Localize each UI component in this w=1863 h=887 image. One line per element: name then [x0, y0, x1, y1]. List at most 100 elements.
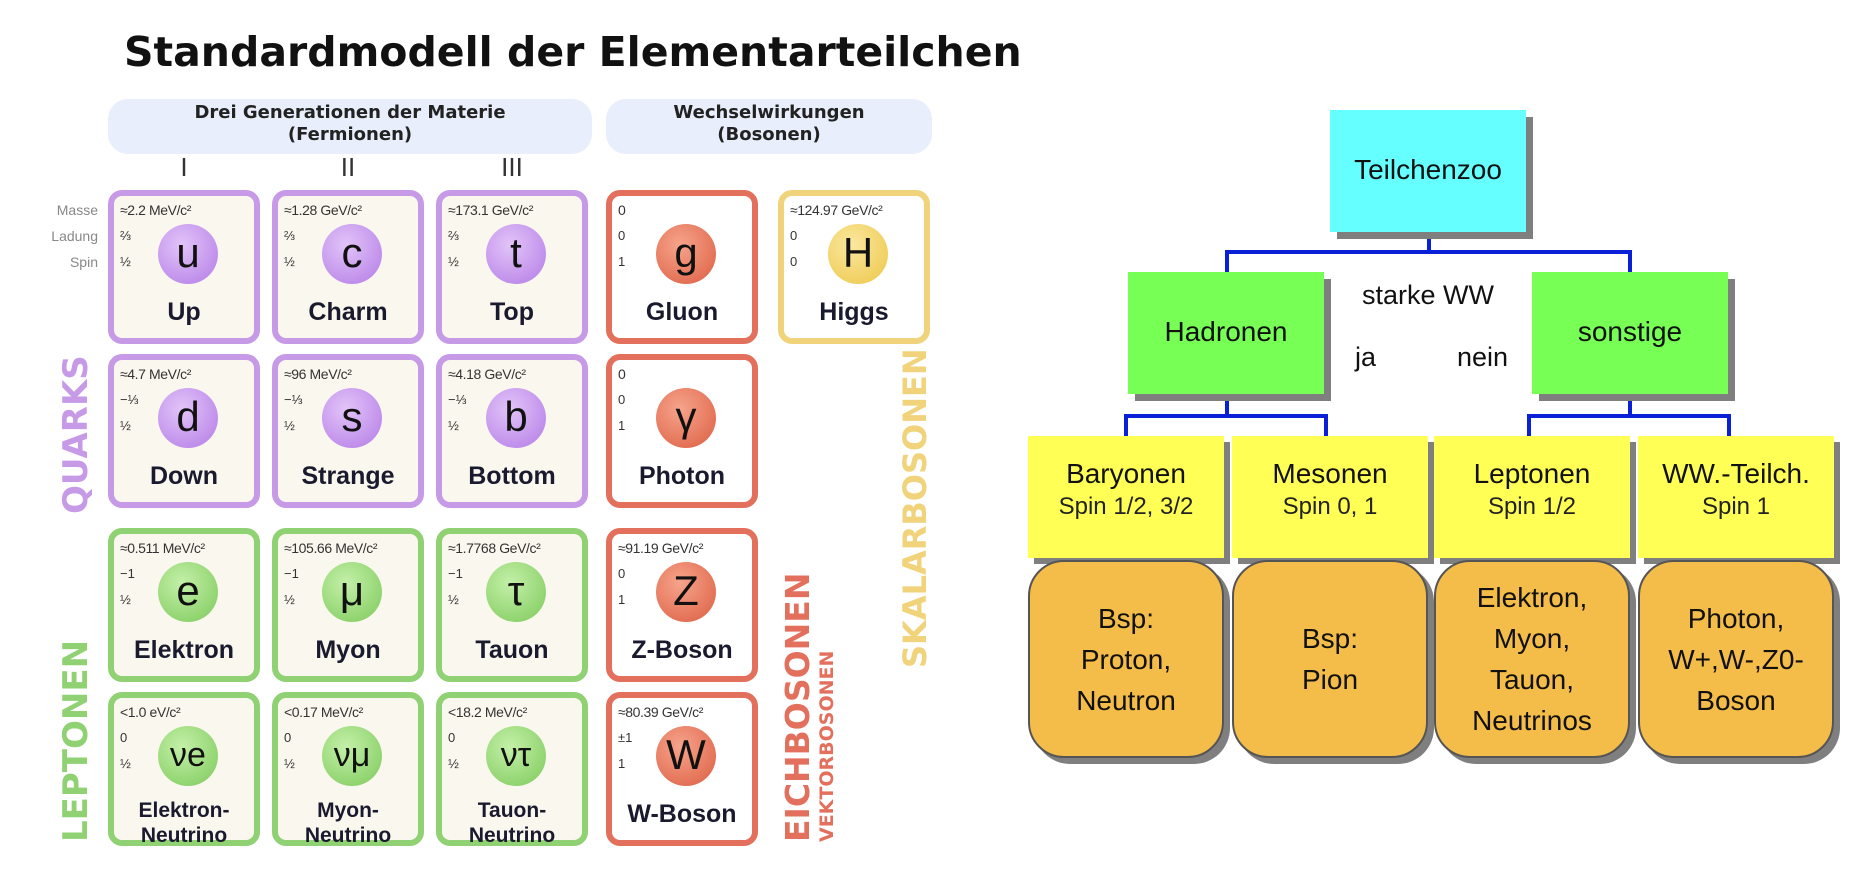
- particle-symbol: μ: [322, 562, 382, 622]
- example-line: Neutron: [1076, 684, 1176, 716]
- particle-cell-photon: 0 0 1 γ Photon: [606, 354, 758, 508]
- particle-name-line: Elektron-: [138, 799, 230, 822]
- particle-cell-down: ≈4.7 MeV/c² −⅓ ½ d Down: [108, 354, 260, 508]
- particle-name: Strange: [301, 462, 395, 490]
- particle-charge: ⅔: [120, 228, 131, 243]
- example-line: Proton,: [1080, 643, 1172, 675]
- bosons-header-line1: Wechselwirkungen: [673, 102, 865, 123]
- particle-name: Myon: [315, 636, 381, 664]
- category-node: Mesonen Spin 0, 1: [1232, 436, 1428, 558]
- particle-spin: ½: [284, 756, 295, 771]
- particle-charge: −1: [284, 566, 299, 581]
- particle-spin: 1: [618, 592, 626, 607]
- particle-name: Charm: [308, 298, 388, 326]
- category-name: Baryonen: [1066, 458, 1186, 489]
- particle-symbol: b: [486, 388, 546, 448]
- example-node: Photon, W+,W-,Z0- Boson: [1638, 560, 1834, 758]
- particle-cell-bottom: ≈4.18 GeV/c² −⅓ ½ b Bottom: [436, 354, 588, 508]
- particle-symbol: u: [158, 224, 218, 284]
- particle-name: Elektron: [133, 636, 235, 664]
- particle-symbol: H: [828, 224, 888, 284]
- particle-charge: ⅔: [284, 228, 295, 243]
- criterion-label: starke WW: [1362, 280, 1494, 310]
- particle-spin: ½: [120, 592, 131, 607]
- connector: [1628, 250, 1632, 274]
- particle-mass: ≈173.1 GeV/c²: [448, 202, 533, 218]
- category-name: WW.-Teilch.: [1662, 458, 1810, 489]
- category-node: Baryonen Spin 1/2, 3/2: [1028, 436, 1224, 558]
- others-node-label: sonstige: [1577, 316, 1683, 347]
- hadrons-node: Hadronen: [1128, 272, 1324, 394]
- connector: [1225, 392, 1229, 416]
- bosons-header-line2: (Bosonen): [717, 124, 821, 145]
- bosons-header: Wechselwirkungen (Bosonen): [606, 99, 932, 154]
- particle-name: Down: [149, 462, 219, 490]
- particle-mass: ≈105.66 MeV/c²: [284, 540, 378, 556]
- particle-name-line: Neutrino: [140, 824, 228, 847]
- particle-name: Tauon: [475, 636, 549, 664]
- particle-charge: −⅓: [448, 392, 467, 407]
- particle-cell-up: ≈2.2 MeV/c² ⅔ ½ u Up: [108, 190, 260, 344]
- particle-spin: ½: [284, 592, 295, 607]
- particle-spin: ½: [448, 418, 459, 433]
- category-spin: Spin 1/2, 3/2: [1058, 493, 1194, 520]
- particle-symbol: e: [158, 562, 218, 622]
- particle-symbol: t: [486, 224, 546, 284]
- example-line: W+,W-,Z0-: [1668, 643, 1804, 675]
- example-node: Bsp: Proton, Neutron: [1028, 560, 1224, 758]
- particle-cell-elektron: ≈0.511 MeV/c² −1 ½ e Elektron: [108, 528, 260, 682]
- mass-row-label: Masse: [56, 202, 98, 218]
- connector: [1527, 414, 1731, 418]
- particle-symbol: d: [158, 388, 218, 448]
- charge-row-label: Ladung: [51, 228, 98, 244]
- particle-mass: ≈4.18 GeV/c²: [448, 366, 526, 382]
- particle-charge: 0: [618, 566, 626, 581]
- particle-mass: ≈80.39 GeV/c²: [618, 704, 703, 720]
- particle-name: Top: [490, 298, 534, 326]
- particle-cell-strange: ≈96 MeV/c² −⅓ ½ s Strange: [272, 354, 424, 508]
- particle-cell-myon: ≈105.66 MeV/c² −1 ½ μ Myon: [272, 528, 424, 682]
- particle-symbol: s: [322, 388, 382, 448]
- particle-spin: 1: [618, 254, 626, 269]
- connector: [1727, 414, 1731, 436]
- connector: [1324, 414, 1328, 436]
- particle-charge: 0: [120, 730, 128, 745]
- particle-symbol: νμ: [322, 726, 382, 786]
- particle-symbol: c: [322, 224, 382, 284]
- particle-name: Elektron- Neutrino: [114, 798, 254, 848]
- particle-mass: ≈0.511 MeV/c²: [120, 540, 205, 556]
- particle-cell-z-boson: ≈91.19 GeV/c² 0 1 Z Z-Boson: [606, 528, 758, 682]
- particle-name: Z-Boson: [631, 636, 733, 664]
- particle-name-line: Myon-: [317, 799, 379, 822]
- particle-spin: ½: [448, 254, 459, 269]
- example-node: Elektron, Myon, Tauon, Neutrinos: [1434, 560, 1630, 758]
- fermions-header-line2: (Fermionen): [287, 124, 413, 145]
- particle-mass: ≈2.2 MeV/c²: [120, 202, 191, 218]
- particle-name: Myon- Neutrino: [278, 798, 418, 848]
- particle-charge: 0: [790, 228, 798, 243]
- example-line: Neutrinos: [1472, 705, 1592, 736]
- particle-spin: ½: [448, 756, 459, 771]
- particle-mass: <1.0 eV/c²: [120, 704, 181, 720]
- spin-row-label: Spin: [69, 254, 98, 270]
- example-line: Bsp:: [1301, 623, 1359, 654]
- particle-charge: ⅔: [448, 228, 459, 243]
- particle-mass: ≈124.97 GeV/c²: [790, 202, 883, 218]
- connector: [1427, 232, 1431, 252]
- particle-spin: ½: [120, 756, 131, 771]
- connector: [1225, 250, 1632, 254]
- particle-symbol: γ: [656, 388, 716, 448]
- gauge-bosons-group-label: EICHBOSONEN: [778, 572, 817, 842]
- fermions-header-line1: Drei Generationen der Materie: [194, 102, 506, 123]
- particle-charge: ±1: [618, 730, 633, 745]
- particle-mass: 0: [618, 202, 626, 218]
- particle-cell-elektron-neutrino: <1.0 eV/c² 0 ½ νe Elektron- Neutrino: [108, 692, 260, 848]
- particle-mass: ≈4.7 MeV/c²: [120, 366, 191, 382]
- particle-charge: −1: [120, 566, 135, 581]
- particle-mass: <0.17 MeV/c²: [284, 704, 363, 720]
- particle-name: W-Boson: [627, 800, 737, 828]
- category-spin: Spin 0, 1: [1282, 493, 1378, 520]
- particle-symbol: Z: [656, 562, 716, 622]
- leptons-group-label: LEPTONEN: [56, 639, 96, 842]
- particle-cell-charm: ≈1.28 GeV/c² ⅔ ½ c Charm: [272, 190, 424, 344]
